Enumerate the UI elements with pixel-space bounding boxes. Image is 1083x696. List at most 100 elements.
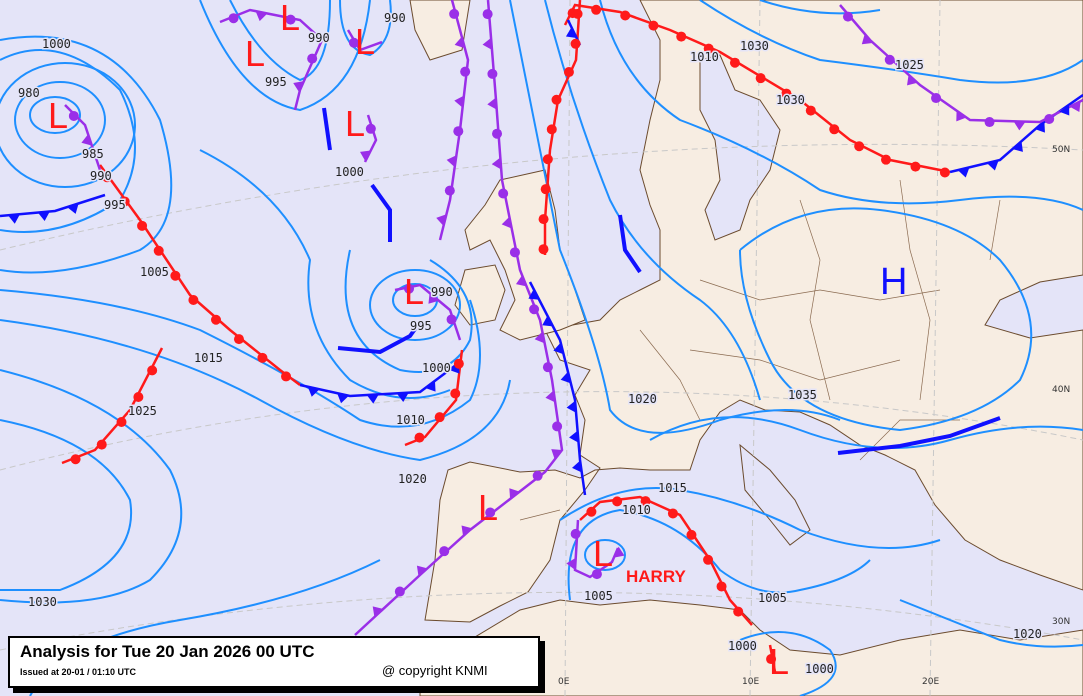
warm-front-symbol xyxy=(365,123,376,134)
warm-front-symbol xyxy=(542,362,553,373)
warm-front-symbol xyxy=(233,334,244,345)
isobar-label: 1025 xyxy=(895,58,924,72)
warm-front-symbol xyxy=(572,8,583,19)
warm-front-symbol xyxy=(570,38,581,49)
warm-front xyxy=(579,495,753,626)
cold-front-symbol xyxy=(482,37,492,50)
cold-front-symbol xyxy=(566,400,577,413)
cold-front-symbol xyxy=(67,203,79,214)
warm-front-symbol xyxy=(984,117,995,128)
low-pressure-center: L xyxy=(345,103,365,144)
warm-front-symbol xyxy=(453,126,464,137)
cold-front-symbol xyxy=(396,392,409,402)
low-pressure-center: L xyxy=(593,533,613,574)
trough xyxy=(618,214,642,274)
cold-front-symbol xyxy=(861,33,873,45)
graticule-label: 50N xyxy=(1052,145,1070,155)
warm-front-symbol xyxy=(450,388,461,399)
land-europe xyxy=(424,0,1083,623)
isobar-label: 1005 xyxy=(584,589,613,603)
isobar-label: 1030 xyxy=(740,39,769,53)
cold-front-symbol xyxy=(528,289,540,300)
warm-front-symbol xyxy=(210,314,221,325)
warm-front-symbol xyxy=(648,20,659,31)
warm-front-symbol xyxy=(842,11,853,22)
trough xyxy=(370,183,392,242)
graticule-label: 10E xyxy=(742,677,759,687)
isobar-label: 995 xyxy=(410,319,432,333)
warm-front-symbol xyxy=(444,185,455,196)
graticule-label: 30N xyxy=(1052,617,1070,627)
low-pressure-center: L xyxy=(404,271,424,312)
warm-front-symbol xyxy=(133,392,144,403)
warm-front-symbol xyxy=(586,506,597,517)
warm-front-symbol xyxy=(434,412,445,423)
isobar-label: 1000 xyxy=(422,361,451,375)
cold-front-symbol xyxy=(1069,101,1081,112)
cold-front-symbol xyxy=(7,214,20,224)
cold-front-symbol xyxy=(1012,141,1023,152)
land-ireland xyxy=(454,264,506,326)
cold-front-symbol xyxy=(416,565,428,577)
issued-time: Issued at 20-01 / 01:10 UTC xyxy=(20,667,137,677)
cold-front-symbol xyxy=(255,11,268,22)
land-africa xyxy=(419,599,1083,696)
cold-front-symbol xyxy=(572,460,582,473)
trough xyxy=(337,320,422,355)
warm-front-symbol xyxy=(755,73,766,84)
isobar-label: 1000 xyxy=(805,662,834,676)
warm-front-symbol xyxy=(404,283,415,294)
low-pressure-center: L xyxy=(478,487,498,528)
cold-front-symbol xyxy=(566,557,576,570)
cold-front-symbol xyxy=(907,74,918,86)
cold-front-symbol xyxy=(560,371,571,384)
warm-front-symbol xyxy=(482,9,493,20)
warm-front-symbol xyxy=(1044,113,1055,124)
cold-front-symbol xyxy=(553,342,564,355)
warm-front-symbol xyxy=(446,314,457,325)
cold-front-symbol xyxy=(428,293,439,304)
warm-front-symbol xyxy=(640,496,651,507)
occluded-front xyxy=(354,0,564,636)
warm-front-symbol xyxy=(307,53,318,64)
cold-front-symbol xyxy=(454,36,465,49)
isobar-label: 1000 xyxy=(728,639,757,653)
warm-front-symbol xyxy=(70,454,81,465)
country-borders xyxy=(519,179,1001,521)
isobar-label: 1000 xyxy=(42,37,71,51)
warm-front-symbol xyxy=(485,507,496,518)
warm-front-symbol xyxy=(703,43,714,54)
warm-front-symbol xyxy=(910,161,921,172)
cold-front xyxy=(0,193,106,218)
isobar-label: 1000 xyxy=(335,165,364,179)
warm-front-symbol xyxy=(460,66,471,77)
cold-front-symbol xyxy=(515,275,527,287)
warm-front-symbol xyxy=(228,13,239,24)
isobar-label: 990 xyxy=(308,31,330,45)
trough xyxy=(322,107,332,151)
warm-front-symbol xyxy=(285,14,296,25)
cold-front-symbol xyxy=(360,150,371,162)
warm-front-symbol xyxy=(563,67,574,78)
cold-front-symbol xyxy=(565,27,577,39)
cold-front-symbol xyxy=(487,97,497,110)
cold-front-symbol xyxy=(37,211,50,221)
warm-front-symbol xyxy=(884,54,895,65)
pressure-centers: L L L L L L L L L H HARRY xyxy=(48,0,907,682)
warm-front-symbol xyxy=(137,220,148,231)
isobar-label: 1015 xyxy=(194,351,223,365)
warm-front-symbol xyxy=(540,184,551,195)
cold-front-symbol xyxy=(293,81,304,93)
isobar-label: 1010 xyxy=(396,413,425,427)
adriatic-sea xyxy=(739,443,811,546)
cold-front-symbol xyxy=(501,216,512,229)
cold-front-symbol xyxy=(461,525,472,537)
warm-front-symbol xyxy=(394,586,405,597)
warm-front-symbol xyxy=(119,196,130,207)
warm-front-symbol xyxy=(153,245,164,256)
warm-front-symbol xyxy=(348,37,359,48)
isobar-label: 1030 xyxy=(28,595,57,609)
warm-front-symbol xyxy=(281,371,292,382)
